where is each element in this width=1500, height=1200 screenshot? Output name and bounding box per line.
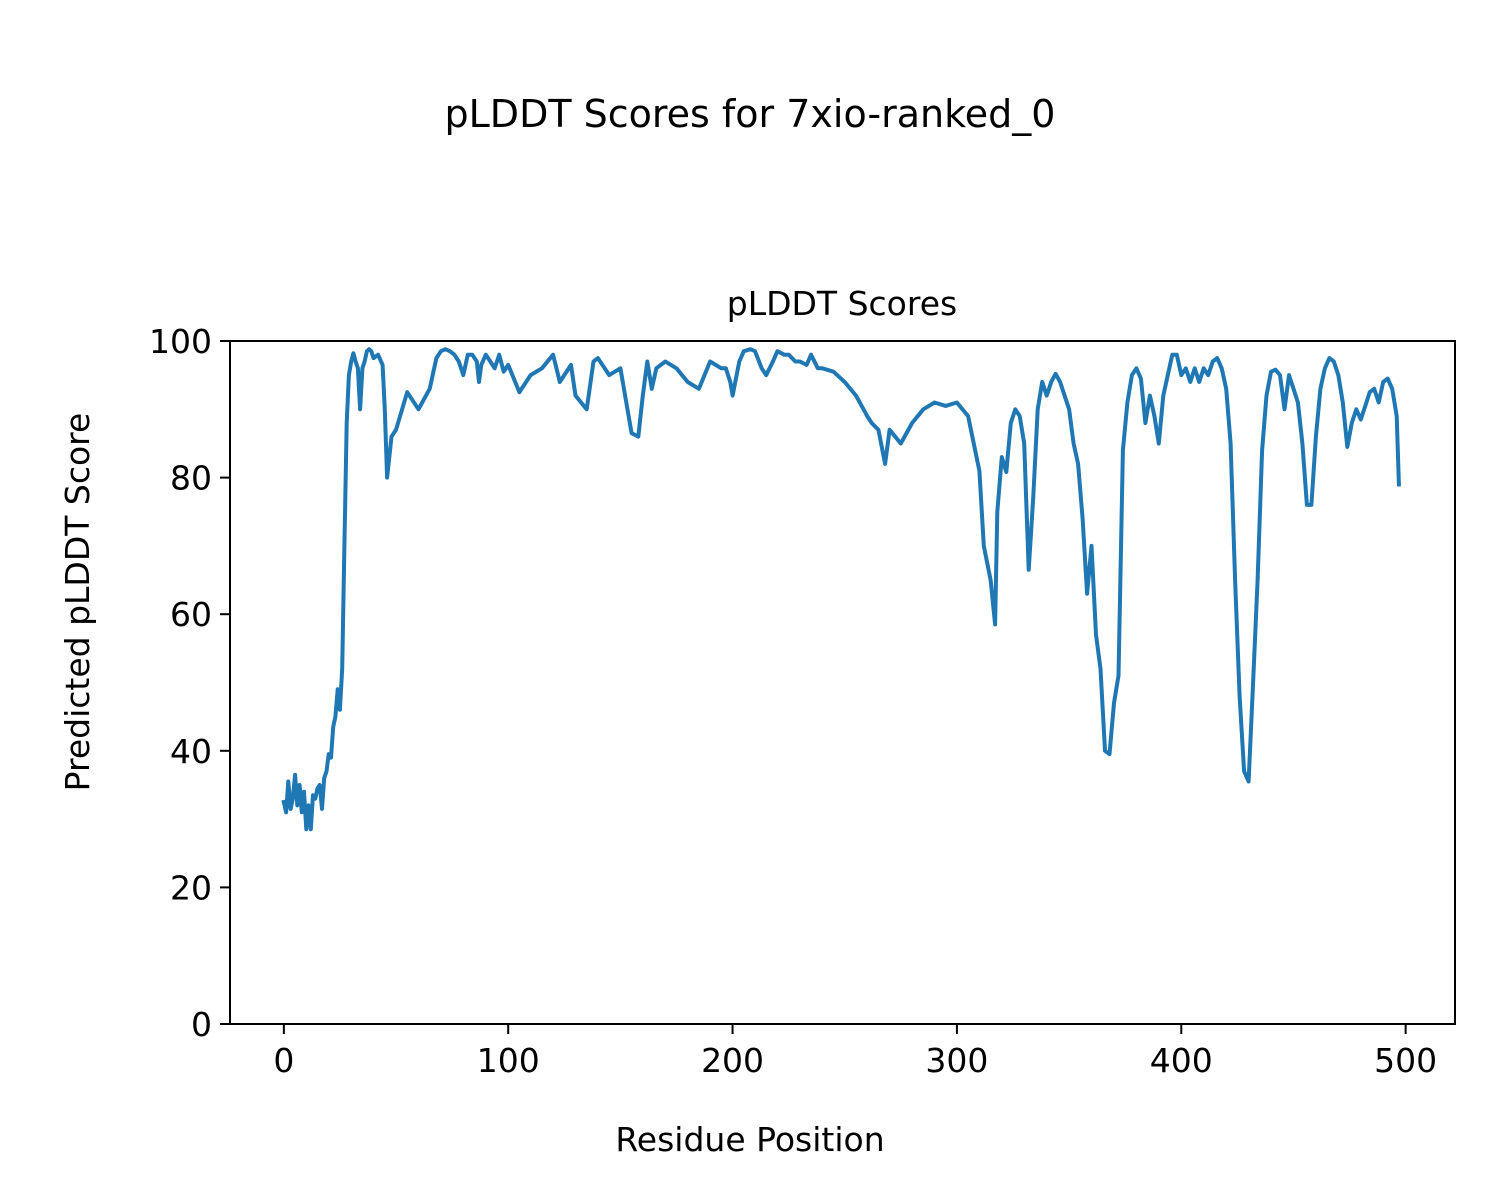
x-tick-label: 400 bbox=[1150, 1041, 1213, 1080]
y-tick-label: 60 bbox=[170, 595, 212, 634]
plot-area-frame bbox=[229, 340, 1456, 1025]
x-axis-label: Residue Position bbox=[615, 1120, 884, 1159]
y-tick-label: 20 bbox=[170, 868, 212, 907]
x-tick-label: 0 bbox=[273, 1041, 294, 1080]
y-axis-label: Predicted pLDDT Score bbox=[58, 413, 97, 792]
y-tick-label: 80 bbox=[170, 459, 212, 498]
x-tick-label: 100 bbox=[477, 1041, 540, 1080]
x-tick-label: 200 bbox=[701, 1041, 764, 1080]
x-tick-label: 300 bbox=[925, 1041, 988, 1080]
y-tick-label: 100 bbox=[149, 322, 212, 361]
x-tick-label: 500 bbox=[1374, 1041, 1437, 1080]
axes-title: pLDDT Scores bbox=[727, 284, 957, 323]
y-tick-label: 0 bbox=[191, 1005, 212, 1044]
axis-ticks: 0 100 200 300 400 500 0 20 40 60 80 100 bbox=[149, 322, 1437, 1080]
figure-title: pLDDT Scores for 7xio-ranked_0 bbox=[444, 92, 1056, 136]
y-tick-label: 40 bbox=[170, 732, 212, 771]
series-line bbox=[281, 347, 1401, 832]
